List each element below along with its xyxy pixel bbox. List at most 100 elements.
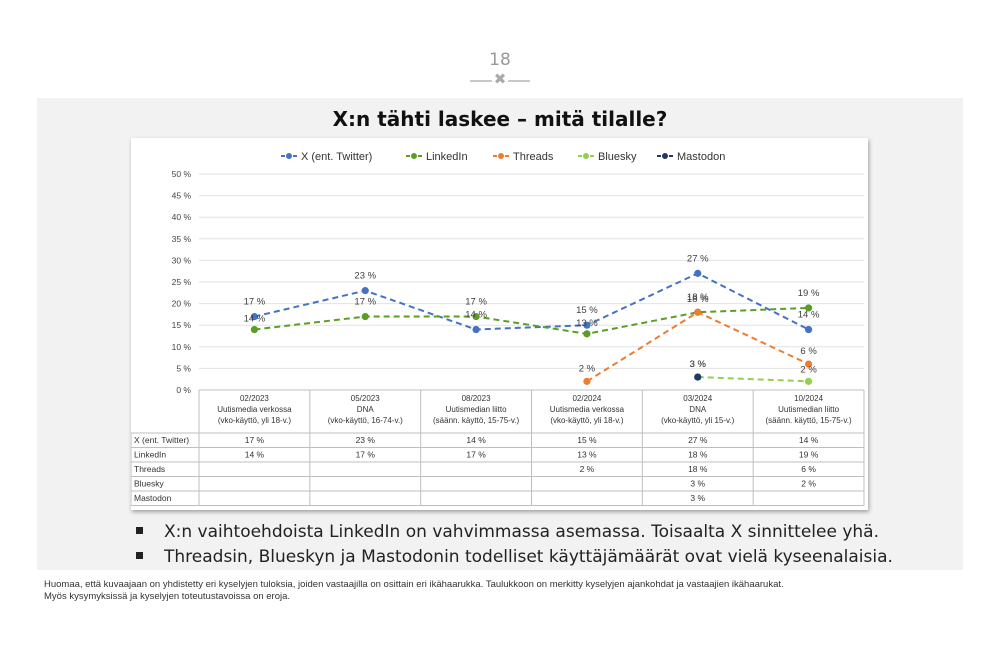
- x-category-label: DNA: [689, 405, 707, 414]
- bullet-item: Threadsin, Blueskyn ja Mastodonin todell…: [136, 545, 956, 570]
- line-chart: X (ent. Twitter) LinkedIn Threads Bluesky Ma…: [131, 151, 865, 506]
- data-label: 18 %: [687, 294, 709, 305]
- table-cell: 18 %: [688, 450, 708, 460]
- data-point: [250, 312, 259, 321]
- data-label: 18 %: [687, 292, 709, 303]
- table-cell: 27 %: [688, 435, 708, 445]
- data-label: 2 %: [579, 363, 596, 374]
- x-category-label: (vko-käyttö, yli 18-v.): [218, 416, 292, 425]
- x-category-label: (vko-käyttö, yli 15-v.): [661, 416, 735, 425]
- bullet-text: X:n vaihtoehdoista LinkedIn on vahvimmas…: [164, 522, 879, 542]
- legend-label: Threads: [513, 151, 554, 163]
- data-label: 2 %: [800, 364, 817, 375]
- data-point: [804, 360, 813, 368]
- y-tick-label: 25 %: [172, 277, 192, 287]
- legend-marker: [583, 153, 589, 159]
- data-point: [250, 325, 259, 334]
- cross-icon: ✖: [492, 71, 508, 89]
- table-cell: 13 %: [577, 450, 597, 460]
- chart-card: X (ent. Twitter) LinkedIn Threads Bluesky Ma…: [131, 138, 868, 510]
- table-cell: 15 %: [577, 435, 597, 445]
- x-category-label: Uutismedia verkossa: [550, 405, 625, 414]
- table-cell: 3 %: [690, 479, 705, 489]
- data-label: 17 %: [354, 297, 376, 308]
- table-cell: 14 %: [466, 435, 486, 445]
- x-category-label: 03/2024: [683, 394, 712, 403]
- bullet-list: X:n vaihtoehdoista LinkedIn on vahvimmas…: [136, 520, 956, 570]
- footnote-line: Huomaa, että kuvaajaan on yhdistetty eri…: [44, 579, 784, 590]
- y-tick-label: 30 %: [172, 255, 192, 265]
- table-row-header: Mastodon: [134, 493, 172, 503]
- y-tick-label: 0 %: [176, 385, 191, 395]
- data-point: [583, 330, 591, 338]
- table-cell: 6 %: [801, 464, 816, 474]
- y-tick-label: 45 %: [172, 191, 192, 201]
- legend-marker: [286, 153, 292, 159]
- slide-title: X:n tähti laskee – mitä tilalle?: [332, 107, 668, 131]
- data-point: [583, 377, 591, 385]
- table-row-header: Bluesky: [134, 479, 165, 489]
- x-category-label: 08/2023: [462, 394, 491, 403]
- data-point: [694, 308, 702, 316]
- footnote: Huomaa, että kuvaajaan on yhdistetty eri…: [44, 579, 944, 603]
- data-point: [361, 287, 369, 295]
- table-cell: 17 %: [245, 435, 265, 445]
- data-label: 23 %: [354, 271, 376, 282]
- data-label: 17 %: [465, 297, 487, 308]
- y-tick-label: 10 %: [172, 342, 192, 352]
- table-cell: 17 %: [466, 450, 486, 460]
- table-cell: 2 %: [580, 464, 595, 474]
- bullet-square-icon: [136, 552, 143, 559]
- x-category-label: (vko-käyttö, 16-74-v.): [328, 416, 403, 425]
- table-cell: 23 %: [356, 435, 376, 445]
- bullet-item: X:n vaihtoehdoista LinkedIn on vahvimmas…: [136, 520, 956, 545]
- y-tick-label: 5 %: [176, 363, 191, 373]
- table-cell: 19 %: [799, 450, 819, 460]
- y-tick-label: 15 %: [172, 320, 192, 330]
- y-tick-label: 35 %: [172, 234, 192, 244]
- data-label: 14 %: [465, 310, 487, 321]
- data-point: [583, 321, 591, 329]
- x-category-label: 02/2024: [572, 394, 601, 403]
- data-point: [361, 312, 369, 321]
- footnote-line: Myös kysymyksissä ja kyselyjen toteutust…: [44, 591, 291, 602]
- data-point: [472, 312, 480, 321]
- legend-label: X (ent. Twitter): [301, 151, 372, 163]
- legend-marker: [411, 153, 417, 159]
- table-cell: 18 %: [688, 464, 708, 474]
- legend-label: LinkedIn: [426, 151, 468, 163]
- x-category-label: (vko-käyttö, yli 18-v.): [550, 416, 624, 425]
- table-cell: 2 %: [801, 479, 816, 489]
- legend-marker: [662, 153, 668, 159]
- x-category-label: 10/2024: [794, 394, 823, 403]
- x-category-label: DNA: [357, 405, 375, 414]
- x-category-label: 02/2023: [240, 394, 269, 403]
- y-tick-label: 20 %: [172, 299, 192, 309]
- page-number: 18: [489, 50, 511, 70]
- x-category-label: (säänn. käyttö, 15-75-v.): [766, 416, 852, 425]
- data-label: 3 %: [690, 359, 707, 370]
- table-cell: 3 %: [690, 493, 705, 503]
- bullet-text: Threadsin, Blueskyn ja Mastodonin todell…: [164, 547, 893, 567]
- data-label: 14 %: [244, 314, 266, 325]
- x-category-label: (säänn. käyttö, 15-75-v.): [433, 416, 519, 425]
- data-label: 6 %: [800, 346, 817, 357]
- data-point: [804, 304, 813, 312]
- table-row-header: LinkedIn: [134, 450, 166, 460]
- data-point: [472, 325, 480, 334]
- data-point: [694, 269, 702, 277]
- data-label: 19 %: [798, 288, 820, 299]
- x-category-label: Uutismedian liitto: [446, 405, 507, 414]
- data-label: 15 %: [576, 305, 598, 316]
- series-line-linkedin: [254, 306, 809, 335]
- x-category-label: Uutismedia verkossa: [217, 405, 292, 414]
- table-row-header: Threads: [134, 464, 165, 474]
- data-label: 3 %: [690, 359, 707, 370]
- bullet-square-icon: [136, 527, 143, 534]
- data-point: [804, 325, 813, 334]
- table-cell: 17 %: [356, 450, 376, 460]
- x-category-label: Uutismedian liitto: [778, 405, 839, 414]
- table-cell: 14 %: [245, 450, 265, 460]
- table-row-header: X (ent. Twitter): [134, 435, 189, 445]
- data-point: [694, 373, 702, 381]
